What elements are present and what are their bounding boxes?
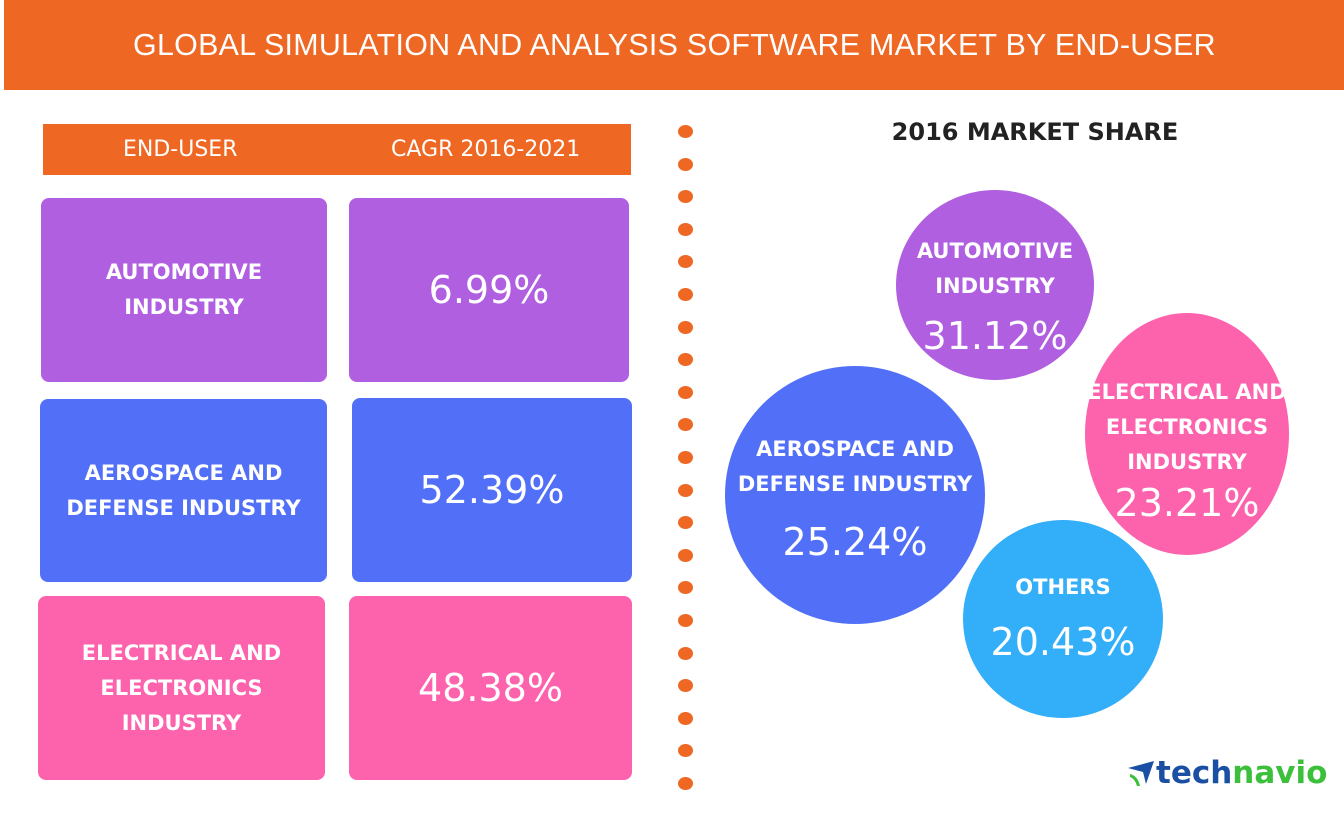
label-line: DEFENSE INDUSTRY — [66, 495, 301, 520]
divider-dot — [678, 744, 693, 758]
logo-text-navio: navio — [1232, 755, 1328, 791]
bubble-value: 25.24% — [782, 520, 928, 564]
row-electrical-cagr-box: 48.38% — [349, 596, 632, 780]
label-line: INDUSTRY — [1127, 450, 1247, 474]
divider-dot — [678, 190, 693, 204]
bubble-aerospace: AEROSPACE AND DEFENSE INDUSTRY 25.24% — [725, 366, 985, 624]
row-automotive-label-box: AUTOMOTIVE INDUSTRY — [41, 198, 327, 382]
logo-text-tech: tech — [1156, 755, 1233, 791]
divider-dot — [678, 516, 693, 530]
header-cagr: CAGR 2016-2021 — [391, 137, 581, 162]
label-line: ELECTRICAL AND — [1087, 380, 1287, 404]
bubble-automotive: AUTOMOTIVE INDUSTRY 31.12% — [896, 190, 1094, 380]
divider-dot — [678, 125, 693, 138]
divider-dot — [678, 255, 693, 269]
divider-dot — [678, 288, 693, 301]
label-line: OTHERS — [1015, 575, 1111, 599]
label-line: ELECTRICAL AND — [81, 640, 282, 665]
divider-dot — [678, 418, 693, 432]
label-line: AEROSPACE AND — [84, 460, 283, 485]
page-title: GLOBAL SIMULATION AND ANALYSIS SOFTWARE … — [132, 27, 1216, 62]
bubble-value: 23.21% — [1114, 481, 1260, 525]
row-label: ELECTRICAL AND ELECTRONICS INDUSTRY — [82, 636, 281, 741]
divider-dot — [678, 646, 693, 660]
divider-dot — [678, 711, 693, 725]
label-line: AUTOMOTIVE — [916, 239, 1074, 263]
divider-dot — [678, 483, 693, 497]
row-aerospace-label-box: AEROSPACE AND DEFENSE INDUSTRY — [40, 399, 327, 582]
market-share-title: 2016 MARKET SHARE — [891, 118, 1179, 146]
row-automotive-cagr-box: 6.99% — [349, 198, 629, 382]
label-line: INDUSTRY — [935, 274, 1055, 298]
divider-dot — [678, 320, 693, 334]
label-line: ELECTRONICS — [1105, 415, 1269, 439]
bubble-label: AUTOMOTIVE INDUSTRY — [896, 234, 1094, 304]
bubble-value: 31.12% — [922, 314, 1068, 358]
cagr-value: 52.39% — [419, 468, 565, 512]
divider-dot — [678, 157, 693, 171]
label-line: AEROSPACE AND — [756, 437, 954, 461]
bubble-electrical: ELECTRICAL AND ELECTRONICS INDUSTRY 23.2… — [1085, 313, 1289, 555]
header-end-user: END-USER — [123, 137, 238, 162]
divider-dot — [678, 581, 693, 595]
label-line: DEFENSE INDUSTRY — [737, 472, 973, 496]
divider-dot — [678, 385, 693, 399]
table-header: END-USER CAGR 2016-2021 — [43, 124, 631, 175]
bubble-label: ELECTRICAL AND ELECTRONICS INDUSTRY — [1081, 375, 1293, 480]
row-label: AUTOMOTIVE INDUSTRY — [106, 255, 262, 325]
label-line: AUTOMOTIVE — [105, 260, 263, 284]
row-label: AEROSPACE AND DEFENSE INDUSTRY — [66, 456, 300, 526]
label-line: ELECTRONICS — [100, 675, 263, 700]
label-line: INDUSTRY — [121, 710, 242, 735]
divider-dot — [678, 679, 693, 693]
divider-dot — [678, 222, 693, 236]
divider-dot — [678, 614, 693, 627]
divider-dot — [678, 548, 693, 562]
cagr-value: 6.99% — [428, 268, 550, 312]
technavio-logo: tech navio — [1126, 755, 1327, 791]
bubble-label: OTHERS — [963, 570, 1163, 605]
bubble-value: 20.43% — [990, 620, 1136, 664]
label-line: INDUSTRY — [124, 295, 244, 319]
bubble-others: OTHERS 20.43% — [963, 520, 1163, 718]
divider-dot — [678, 353, 693, 367]
divider-dot — [678, 451, 693, 464]
title-banner: GLOBAL SIMULATION AND ANALYSIS SOFTWARE … — [4, 0, 1344, 90]
row-electrical-label-box: ELECTRICAL AND ELECTRONICS INDUSTRY — [38, 596, 325, 780]
bubble-label: AEROSPACE AND DEFENSE INDUSTRY — [721, 432, 989, 502]
technavio-logo-icon — [1128, 761, 1154, 786]
divider-dot — [678, 777, 693, 790]
cagr-value: 48.38% — [418, 666, 563, 710]
row-aerospace-cagr-box: 52.39% — [352, 398, 632, 582]
